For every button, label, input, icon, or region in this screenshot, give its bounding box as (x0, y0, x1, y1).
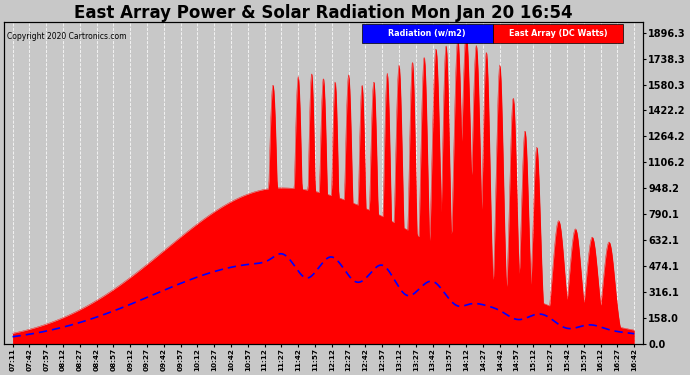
FancyBboxPatch shape (493, 24, 624, 43)
Title: East Array Power & Solar Radiation Mon Jan 20 16:54: East Array Power & Solar Radiation Mon J… (74, 4, 573, 22)
Text: Copyright 2020 Cartronics.com: Copyright 2020 Cartronics.com (8, 32, 127, 41)
Text: Radiation (w/m2): Radiation (w/m2) (388, 29, 466, 38)
FancyBboxPatch shape (362, 24, 493, 43)
Text: East Array (DC Watts): East Array (DC Watts) (509, 29, 607, 38)
